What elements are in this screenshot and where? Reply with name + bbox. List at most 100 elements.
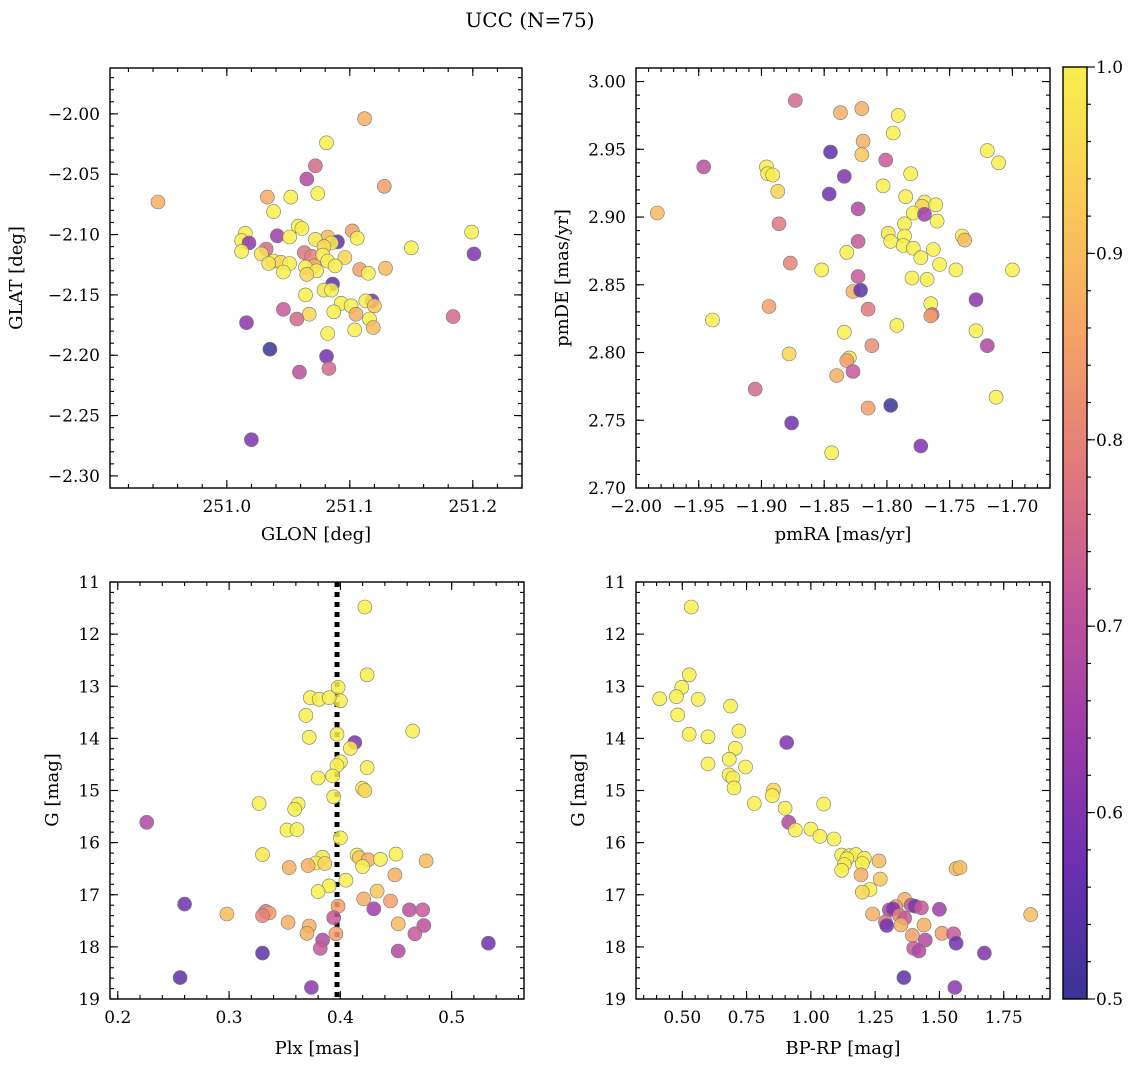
data-point [298,708,314,723]
data-point [357,783,373,798]
x-tick-label: 1.00 [792,1008,830,1028]
x-tick-label: −1.75 [924,497,976,517]
data-point [287,801,303,817]
y-tick-label: 17 [78,886,100,906]
data-point [349,230,365,246]
data-point [883,234,899,249]
data-point [787,93,803,108]
data-point [764,788,780,804]
y-tick-label: 3.00 [588,73,626,93]
data-point [348,306,364,322]
data-point [1005,262,1020,278]
data-point [266,204,281,219]
x-tick-label: 251.0 [202,497,251,517]
data-point [721,751,737,767]
colorbar-ticks: 0.5 0.6 0.7 0.8 0.9 1.0 [1087,58,1123,1010]
data-point [261,256,277,271]
data-point [788,822,803,838]
y-tick-label: 2.70 [588,479,626,499]
data-point [917,932,933,948]
y-tick-label: 17 [604,886,626,906]
data-point [464,224,479,240]
data-point [244,432,259,448]
y-tick-label: 13 [604,677,626,697]
data-point [681,726,697,742]
data-point [281,860,297,875]
data-point [700,729,716,745]
data-point [932,257,947,272]
data-point [705,312,720,328]
data-point [304,980,319,995]
y-tick-label: 11 [78,573,100,593]
data-point [255,847,270,862]
y-tick-label: 16 [604,834,626,854]
data-point [310,770,326,786]
data-point [301,729,317,745]
panel-glon-glat: 251.0 251.1 251.2 −2.30 −2.25 −2.20 −2.15 −2.10… [6,67,523,545]
x-tick-label: −1.90 [735,497,787,517]
y-tick-label: −2.20 [48,346,100,366]
panel-pmra-pmde: −2.00 −1.95 −1.90 −1.85 −1.80 −1.75 −1.70 2.70 2… [552,67,1051,545]
data-point [359,667,375,683]
data-point [373,851,388,867]
data-point [325,768,340,784]
data-point [219,906,235,922]
y-axis-label: G [mag] [568,753,589,826]
colorbar-tick-label: 0.5 [1096,990,1123,1010]
y-tick-label: 11 [604,573,626,593]
data-point [700,756,716,772]
colorbar-tick-label: 0.7 [1096,617,1123,637]
y-tick-label: 18 [604,938,626,958]
data-point [850,201,866,217]
y-tick-label: 2.90 [588,208,626,228]
data-point [919,272,935,287]
data-point [280,915,296,930]
data-point [747,381,763,397]
data-point [367,298,382,314]
x-tick-label: −1.95 [673,497,725,517]
data-point [890,108,906,123]
data-point [670,707,686,723]
data-point [898,189,914,204]
axes-bprp-g: 0.50 0.75 1.00 1.25 1.50 1.75 11 12 13 14 15 16 17 18… [568,573,1051,1059]
colorbar-tick-label: 0.9 [1096,244,1123,264]
data-point [746,796,762,811]
x-tick-label: −1.80 [861,497,913,517]
y-tick-label: 2.80 [588,344,626,364]
data-point [321,361,337,376]
data-point [415,902,431,918]
data-point [388,846,404,862]
data-point [823,144,838,160]
data-point [319,135,334,151]
data-point [777,800,793,816]
data-point [172,970,188,985]
data-point [845,364,861,379]
y-tick-label: 19 [78,990,100,1010]
data-point [854,147,870,162]
data-point [917,207,932,222]
data-point [359,760,375,775]
data-point [872,871,888,887]
data-point [139,814,154,830]
data-point [283,189,299,205]
data-point [948,262,964,278]
y-tick-label: −2.15 [48,286,100,306]
data-point [337,250,353,265]
data-point [481,935,496,951]
data-point [403,240,419,256]
data-point [260,189,275,205]
data-point [893,917,909,933]
data-point [979,338,995,354]
data-point [276,302,291,317]
data-point [850,234,866,249]
data-point [968,292,984,308]
data-point [294,221,310,236]
points-bprp-g [652,599,1038,995]
data-point [177,896,192,912]
x-tick-label: 0.3 [216,1008,243,1028]
y-tick-label: 15 [604,782,626,802]
data-point [355,859,370,874]
x-tick-label: −2.00 [610,497,662,517]
data-point [338,872,354,888]
